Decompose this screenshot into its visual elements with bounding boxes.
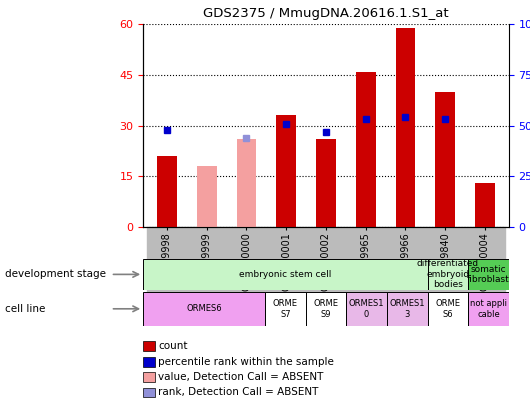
Bar [465, 227, 505, 304]
Text: rank, Detection Call = ABSENT: rank, Detection Call = ABSENT [158, 388, 319, 397]
Text: embryonic stem cell: embryonic stem cell [239, 270, 331, 279]
Bar [143, 292, 265, 326]
Bar [435, 92, 455, 227]
Bar [468, 259, 509, 290]
Bar [265, 292, 306, 326]
Bar [227, 227, 266, 304]
Bar [428, 259, 468, 290]
Bar [143, 259, 428, 290]
Bar [356, 72, 376, 227]
Bar [236, 139, 257, 227]
Text: not appli
cable: not appli cable [470, 299, 507, 318]
Text: development stage: development stage [5, 269, 107, 279]
Bar [475, 183, 495, 227]
Text: cell line: cell line [5, 304, 46, 314]
Bar [428, 292, 468, 326]
Bar [187, 227, 227, 304]
Text: ORMES1
3: ORMES1 3 [390, 299, 425, 318]
Text: ORMES1
0: ORMES1 0 [349, 299, 384, 318]
Bar [468, 292, 509, 326]
Bar [306, 227, 346, 304]
Text: ORME
S7: ORME S7 [273, 299, 298, 318]
Bar [346, 227, 386, 304]
Bar [157, 156, 177, 227]
Text: ORMES6: ORMES6 [186, 304, 222, 313]
Bar [425, 227, 465, 304]
Bar [387, 292, 428, 326]
Bar [316, 139, 336, 227]
Text: differentiated
embryoid
bodies: differentiated embryoid bodies [417, 260, 479, 289]
Bar [197, 166, 217, 227]
Bar [306, 292, 346, 326]
Text: ORME
S6: ORME S6 [435, 299, 461, 318]
Bar [147, 227, 187, 304]
Bar [395, 28, 416, 227]
Bar [266, 227, 306, 304]
Text: value, Detection Call = ABSENT: value, Detection Call = ABSENT [158, 372, 323, 382]
Text: somatic
fibroblast: somatic fibroblast [467, 265, 510, 284]
Text: ORME
S9: ORME S9 [313, 299, 339, 318]
Bar [276, 115, 296, 227]
Title: GDS2375 / MmugDNA.20616.1.S1_at: GDS2375 / MmugDNA.20616.1.S1_at [203, 7, 449, 20]
Text: percentile rank within the sample: percentile rank within the sample [158, 357, 334, 367]
Bar [346, 292, 387, 326]
Text: count: count [158, 341, 188, 351]
Bar [386, 227, 425, 304]
